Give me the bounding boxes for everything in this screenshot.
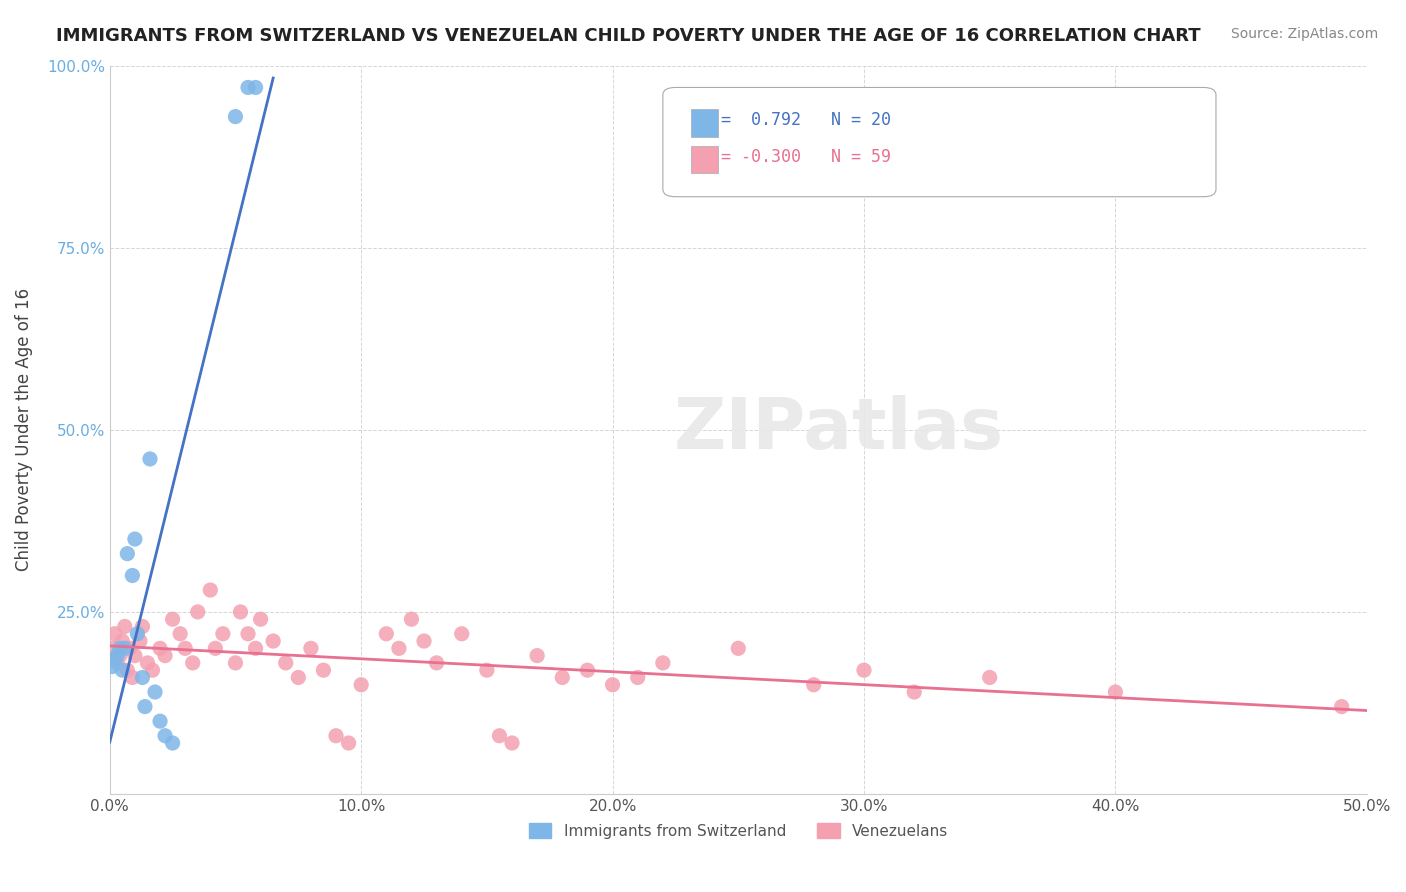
Point: [108, 648, 131, 663]
Point: [105, 656, 128, 670]
Legend: Immigrants from Switzerland, Venezuelans: Immigrants from Switzerland, Venezuelans: [523, 816, 955, 845]
Point: [124, 532, 146, 546]
Point: [245, 641, 267, 656]
Point: [162, 736, 184, 750]
Point: [401, 612, 423, 626]
Point: [143, 685, 166, 699]
Point: [204, 641, 226, 656]
Text: Source: ZipAtlas.com: Source: ZipAtlas.com: [1230, 27, 1378, 41]
Point: [299, 641, 322, 656]
Point: [181, 656, 204, 670]
Text: ZIPatlas: ZIPatlas: [673, 395, 1004, 465]
Point: [131, 619, 153, 633]
Point: [118, 641, 141, 656]
Point: [388, 641, 411, 656]
Point: [236, 80, 259, 95]
Point: [245, 80, 267, 95]
Point: [121, 568, 143, 582]
Point: [501, 736, 523, 750]
Point: [162, 612, 184, 626]
Point: [114, 641, 136, 656]
Point: [803, 678, 825, 692]
Point: [127, 626, 149, 640]
Point: [105, 648, 128, 663]
Point: [229, 605, 252, 619]
Point: [136, 656, 159, 670]
Point: [337, 736, 360, 750]
Point: [287, 670, 309, 684]
Point: [979, 670, 1001, 684]
Point: [526, 648, 548, 663]
Point: [450, 626, 472, 640]
Point: [131, 670, 153, 684]
Point: [129, 634, 152, 648]
Point: [117, 663, 139, 677]
Text: R = -0.300   N = 59: R = -0.300 N = 59: [700, 148, 890, 166]
Point: [651, 656, 673, 670]
Point: [153, 729, 176, 743]
Point: [141, 663, 163, 677]
Point: [375, 626, 398, 640]
Point: [149, 714, 172, 728]
Point: [627, 670, 650, 684]
Y-axis label: Child Poverty Under the Age of 16: Child Poverty Under the Age of 16: [15, 288, 32, 572]
Point: [727, 641, 749, 656]
Point: [576, 663, 599, 677]
Point: [488, 729, 510, 743]
Point: [236, 626, 259, 640]
Point: [274, 656, 297, 670]
Point: [104, 626, 127, 640]
FancyBboxPatch shape: [690, 145, 718, 173]
Point: [187, 605, 209, 619]
Point: [121, 670, 143, 684]
Point: [312, 663, 335, 677]
Point: [413, 634, 436, 648]
Point: [1330, 699, 1353, 714]
Point: [903, 685, 925, 699]
Point: [149, 641, 172, 656]
Point: [249, 612, 271, 626]
Text: IMMIGRANTS FROM SWITZERLAND VS VENEZUELAN CHILD POVERTY UNDER THE AGE OF 16 CORR: IMMIGRANTS FROM SWITZERLAND VS VENEZUELA…: [56, 27, 1201, 45]
Point: [224, 110, 246, 124]
Point: [350, 678, 373, 692]
Point: [174, 641, 197, 656]
Point: [551, 670, 574, 684]
Point: [111, 634, 134, 648]
FancyBboxPatch shape: [662, 87, 1216, 197]
Point: [111, 663, 134, 677]
Point: [139, 452, 162, 467]
Point: [134, 699, 156, 714]
Point: [325, 729, 347, 743]
Point: [212, 626, 235, 640]
Point: [853, 663, 876, 677]
Point: [1104, 685, 1126, 699]
Point: [117, 547, 139, 561]
Point: [475, 663, 498, 677]
Point: [200, 582, 222, 597]
Point: [108, 641, 131, 656]
Point: [124, 648, 146, 663]
Point: [262, 634, 284, 648]
Point: [153, 648, 176, 663]
Point: [101, 641, 124, 656]
Point: [169, 626, 191, 640]
Point: [426, 656, 449, 670]
Point: [224, 656, 246, 670]
FancyBboxPatch shape: [690, 110, 718, 137]
Point: [602, 678, 624, 692]
Text: R =  0.792   N = 20: R = 0.792 N = 20: [700, 112, 890, 129]
Point: [104, 652, 127, 666]
Point: [101, 659, 124, 673]
Point: [114, 619, 136, 633]
